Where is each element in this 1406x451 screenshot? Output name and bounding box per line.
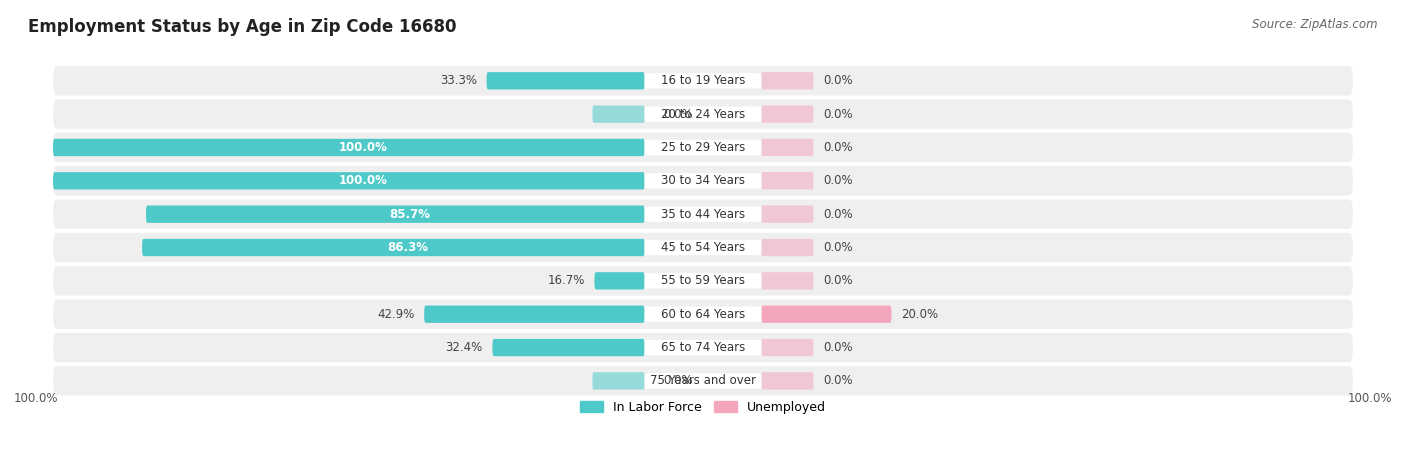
FancyBboxPatch shape [762,106,814,123]
Text: 16 to 19 Years: 16 to 19 Years [661,74,745,87]
Text: 85.7%: 85.7% [389,207,430,221]
FancyBboxPatch shape [762,305,891,323]
FancyBboxPatch shape [486,72,644,89]
FancyBboxPatch shape [644,140,762,155]
Text: Employment Status by Age in Zip Code 16680: Employment Status by Age in Zip Code 166… [28,18,457,36]
Text: 0.0%: 0.0% [824,74,853,87]
FancyBboxPatch shape [644,106,762,122]
Text: 20.0%: 20.0% [901,308,938,321]
Text: 42.9%: 42.9% [377,308,415,321]
FancyBboxPatch shape [53,299,1353,329]
FancyBboxPatch shape [425,305,644,323]
FancyBboxPatch shape [53,166,1353,195]
Text: 100.0%: 100.0% [339,175,388,187]
FancyBboxPatch shape [762,239,814,256]
FancyBboxPatch shape [762,272,814,290]
FancyBboxPatch shape [53,66,1353,96]
FancyBboxPatch shape [53,139,644,156]
FancyBboxPatch shape [53,133,1353,162]
FancyBboxPatch shape [644,273,762,289]
Text: 100.0%: 100.0% [14,392,59,405]
FancyBboxPatch shape [762,139,814,156]
Text: 65 to 74 Years: 65 to 74 Years [661,341,745,354]
FancyBboxPatch shape [644,73,762,88]
Text: Source: ZipAtlas.com: Source: ZipAtlas.com [1253,18,1378,31]
FancyBboxPatch shape [762,372,814,390]
FancyBboxPatch shape [142,239,644,256]
FancyBboxPatch shape [592,106,644,123]
Text: 100.0%: 100.0% [1347,392,1392,405]
FancyBboxPatch shape [53,172,644,189]
Text: 20 to 24 Years: 20 to 24 Years [661,108,745,120]
FancyBboxPatch shape [644,373,762,389]
Text: 0.0%: 0.0% [824,341,853,354]
FancyBboxPatch shape [644,307,762,322]
FancyBboxPatch shape [53,366,1353,396]
Text: 75 Years and over: 75 Years and over [650,374,756,387]
Text: 0.0%: 0.0% [664,374,693,387]
Text: 0.0%: 0.0% [664,108,693,120]
Text: 45 to 54 Years: 45 to 54 Years [661,241,745,254]
FancyBboxPatch shape [644,207,762,222]
FancyBboxPatch shape [644,340,762,355]
FancyBboxPatch shape [762,206,814,223]
FancyBboxPatch shape [762,339,814,356]
FancyBboxPatch shape [53,266,1353,295]
Legend: In Labor Force, Unemployed: In Labor Force, Unemployed [581,401,825,414]
Text: 0.0%: 0.0% [824,274,853,287]
FancyBboxPatch shape [53,100,1353,129]
Text: 55 to 59 Years: 55 to 59 Years [661,274,745,287]
FancyBboxPatch shape [762,72,814,89]
FancyBboxPatch shape [644,240,762,255]
Text: 0.0%: 0.0% [824,175,853,187]
FancyBboxPatch shape [53,199,1353,229]
Text: 0.0%: 0.0% [824,141,853,154]
Text: 30 to 34 Years: 30 to 34 Years [661,175,745,187]
FancyBboxPatch shape [53,333,1353,362]
FancyBboxPatch shape [53,233,1353,262]
Text: 25 to 29 Years: 25 to 29 Years [661,141,745,154]
Text: 86.3%: 86.3% [388,241,429,254]
FancyBboxPatch shape [592,372,644,390]
Text: 0.0%: 0.0% [824,207,853,221]
Text: 0.0%: 0.0% [824,374,853,387]
Text: 100.0%: 100.0% [339,141,388,154]
FancyBboxPatch shape [595,272,644,290]
Text: 0.0%: 0.0% [824,108,853,120]
Text: 33.3%: 33.3% [440,74,477,87]
Text: 35 to 44 Years: 35 to 44 Years [661,207,745,221]
Text: 60 to 64 Years: 60 to 64 Years [661,308,745,321]
FancyBboxPatch shape [492,339,644,356]
FancyBboxPatch shape [146,206,644,223]
Text: 0.0%: 0.0% [824,241,853,254]
FancyBboxPatch shape [762,172,814,189]
FancyBboxPatch shape [644,173,762,189]
Text: 16.7%: 16.7% [547,274,585,287]
Text: 32.4%: 32.4% [446,341,482,354]
